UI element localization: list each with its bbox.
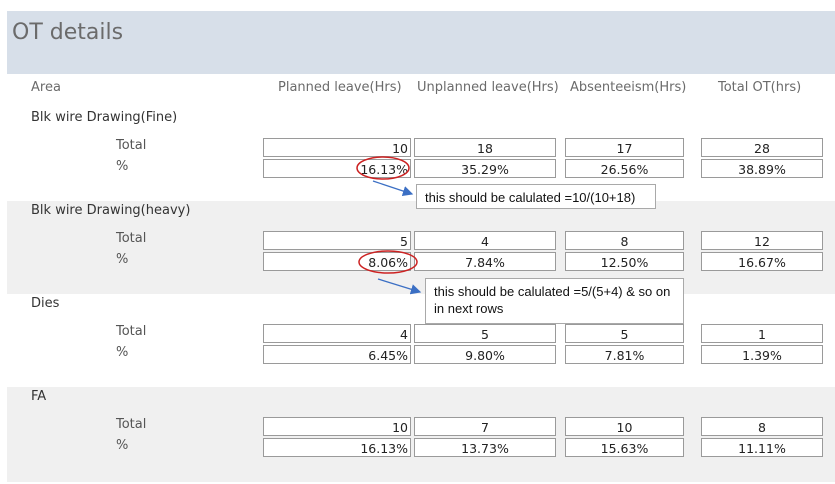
section-title-fa: FA xyxy=(31,389,47,404)
cell-unplanned-total[interactable]: 7 xyxy=(414,417,556,436)
cell-unplanned-total[interactable]: 5 xyxy=(414,324,556,343)
callout-note: this should be calulated =5/(5+4) & so o… xyxy=(425,278,684,324)
cell-total-ot-pct[interactable]: 11.11% xyxy=(701,438,823,457)
cell-absenteeism-total[interactable]: 8 xyxy=(565,231,684,250)
title-bar: OT details xyxy=(7,11,835,74)
header-absenteeism: Absenteeism(Hrs) xyxy=(570,80,687,95)
cell-planned-total[interactable]: 4 xyxy=(263,324,411,343)
cell-absenteeism-total[interactable]: 5 xyxy=(565,324,684,343)
cell-absenteeism-pct[interactable]: 7.81% xyxy=(565,345,684,364)
cell-planned-total[interactable]: 10 xyxy=(263,417,411,436)
cell-unplanned-pct[interactable]: 13.73% xyxy=(414,438,556,457)
cell-total-ot-pct[interactable]: 38.89% xyxy=(701,159,823,178)
cell-unplanned-pct[interactable]: 9.80% xyxy=(414,345,556,364)
arrow xyxy=(372,180,414,197)
cell-absenteeism-total[interactable]: 17 xyxy=(565,138,684,157)
row-label-total: Total xyxy=(116,417,147,432)
row-label-pct: % xyxy=(116,252,129,267)
cell-absenteeism-total[interactable]: 10 xyxy=(565,417,684,436)
cell-planned-pct[interactable]: 8.06% xyxy=(263,252,411,271)
header-planned-leave: Planned leave(Hrs) xyxy=(278,80,402,95)
cell-total-ot-total[interactable]: 8 xyxy=(701,417,823,436)
cell-absenteeism-pct[interactable]: 15.63% xyxy=(565,438,684,457)
page-title: OT details xyxy=(12,20,124,45)
cell-planned-pct[interactable]: 16.13% xyxy=(263,438,411,457)
header-area: Area xyxy=(31,80,61,95)
row-label-total: Total xyxy=(116,324,147,339)
callout-note: this should be calulated =10/(10+18) xyxy=(416,184,656,209)
cell-planned-pct[interactable]: 6.45% xyxy=(263,345,411,364)
cell-unplanned-total[interactable]: 4 xyxy=(414,231,556,250)
cell-planned-pct[interactable]: 16.13% xyxy=(263,159,411,178)
cell-total-ot-total[interactable]: 28 xyxy=(701,138,823,157)
row-label-total: Total xyxy=(116,138,147,153)
cell-unplanned-pct[interactable]: 35.29% xyxy=(414,159,556,178)
cell-unplanned-total[interactable]: 18 xyxy=(414,138,556,157)
cell-absenteeism-pct[interactable]: 12.50% xyxy=(565,252,684,271)
row-label-pct: % xyxy=(116,345,129,360)
section-title-dies: Dies xyxy=(31,296,60,311)
cell-absenteeism-pct[interactable]: 26.56% xyxy=(565,159,684,178)
section-title-blk-wire-fine: Blk wire Drawing(Fine) xyxy=(31,110,178,125)
header-unplanned-leave: Unplanned leave(Hrs) xyxy=(417,80,559,95)
row-label-total: Total xyxy=(116,231,147,246)
row-label-pct: % xyxy=(116,438,129,453)
arrow xyxy=(377,278,422,295)
cell-total-ot-pct[interactable]: 1.39% xyxy=(701,345,823,364)
cell-total-ot-pct[interactable]: 16.67% xyxy=(701,252,823,271)
cell-unplanned-pct[interactable]: 7.84% xyxy=(414,252,556,271)
cell-planned-total[interactable]: 5 xyxy=(263,231,411,250)
cell-total-ot-total[interactable]: 12 xyxy=(701,231,823,250)
cell-planned-total[interactable]: 10 xyxy=(263,138,411,157)
highlight-circle xyxy=(356,156,410,180)
cell-total-ot-total[interactable]: 1 xyxy=(701,324,823,343)
highlight-circle xyxy=(358,250,418,274)
section-title-blk-wire-heavy: Blk wire Drawing(heavy) xyxy=(31,203,191,218)
header-total-ot: Total OT(hrs) xyxy=(718,80,802,95)
row-label-pct: % xyxy=(116,159,129,174)
